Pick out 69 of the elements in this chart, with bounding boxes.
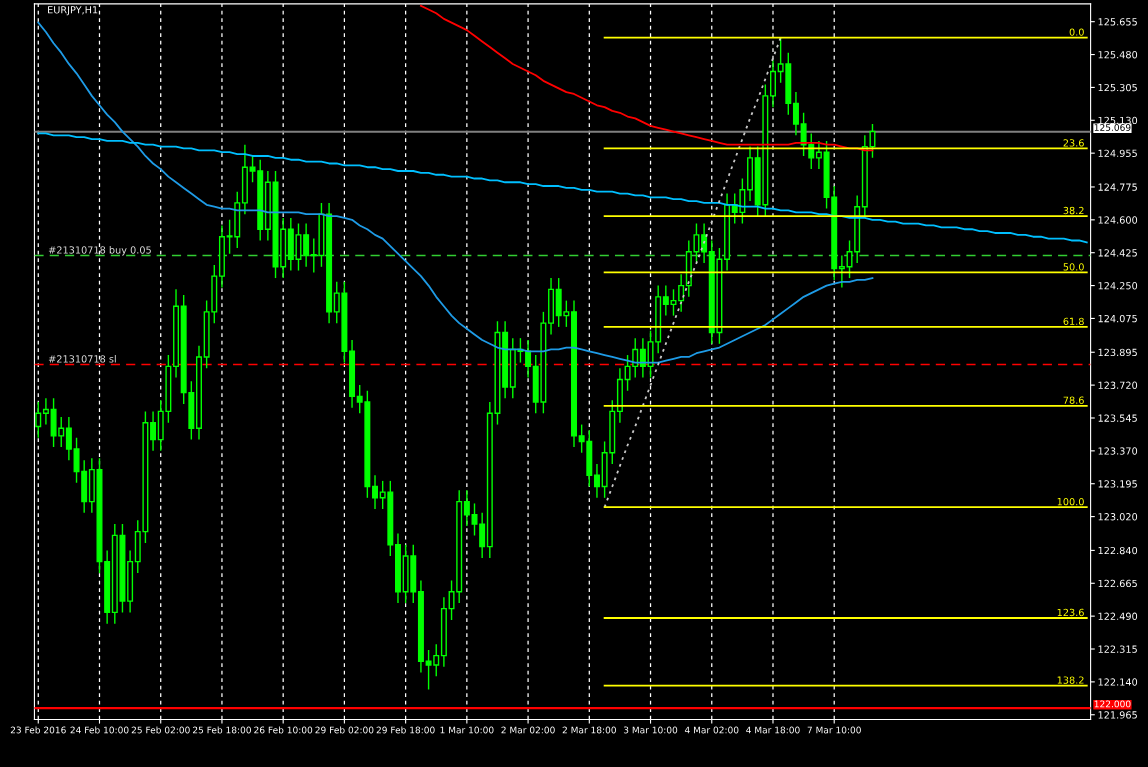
series-label: 0.0	[1069, 28, 1084, 36]
y-tick-label: 125.480	[1098, 51, 1138, 59]
y-tick-label: 124.775	[1098, 183, 1137, 191]
candlestick	[65, 416, 72, 461]
line-series	[603, 36, 782, 509]
line-series	[37, 132, 1088, 244]
x-tick-label: 25 Feb 18:00	[193, 726, 251, 734]
candlestick	[593, 463, 600, 499]
series-label: 38.2	[1063, 206, 1084, 215]
y-tick-label: 122.840	[1098, 546, 1138, 555]
x-tick-label: 25 Feb 02:00	[131, 726, 190, 734]
candlestick	[678, 273, 685, 313]
y-tick-label: 121.965	[1098, 711, 1137, 719]
candlestick	[479, 512, 486, 559]
x-tick-label: 24 Feb 10:00	[70, 726, 129, 734]
y-tick-label: 123.895	[1098, 348, 1137, 357]
series-label: 61.8	[1063, 317, 1084, 326]
y-tick-label: 123.720	[1098, 381, 1138, 389]
y-tick-label: 124.600	[1098, 216, 1138, 224]
series-label: 23.6	[1063, 139, 1084, 147]
y-tick-label: 124.425	[1098, 249, 1137, 257]
x-tick-label: 29 Feb 18:00	[376, 726, 435, 734]
x-tick-label: 3 Mar 10:00	[623, 726, 678, 734]
candlestick	[639, 337, 646, 379]
x-tick-label: 4 Mar 18:00	[746, 726, 800, 734]
series-label: 100.0	[1057, 497, 1084, 506]
ref-line-label: 125.069	[1094, 124, 1131, 131]
y-tick-label: 123.545	[1098, 414, 1137, 422]
x-tick-label: 4 Mar 02:00	[684, 726, 739, 734]
candlestick	[35, 401, 42, 439]
y-tick-label: 122.315	[1098, 645, 1137, 653]
y-tick-label: 123.020	[1098, 513, 1138, 521]
x-tick-label: 26 Feb 10:00	[254, 726, 313, 734]
y-tick-label: 124.075	[1098, 314, 1137, 323]
candlestick	[662, 284, 669, 317]
y-tick-label: 125.655	[1098, 18, 1137, 26]
x-tick-label: 2 Mar 02:00	[501, 726, 555, 734]
series-label: 123.6	[1057, 608, 1084, 617]
candlestick	[463, 489, 470, 527]
ref-line-label: #21310718 sl	[48, 355, 116, 363]
x-tick-label: 2 Mar 18:00	[562, 726, 616, 734]
candlestick	[815, 140, 822, 170]
y-tick-label: 122.140	[1098, 678, 1138, 686]
y-tick-label: 123.195	[1098, 480, 1137, 488]
candlestick	[701, 222, 708, 264]
y-tick-label: 125.305	[1098, 83, 1137, 92]
series-label: 78.6	[1063, 396, 1084, 404]
series-label: 138.2	[1057, 676, 1084, 684]
series-label: 50.0	[1063, 263, 1084, 271]
x-tick-label: 29 Feb 02:00	[315, 726, 374, 734]
candlestick	[838, 254, 845, 289]
candlestick	[372, 474, 379, 510]
y-tick-label: 122.665	[1098, 579, 1137, 588]
x-tick-label: 23 Feb 2016	[10, 726, 66, 734]
x-tick-label: 1 Mar 10:00	[440, 726, 494, 734]
y-tick-label: 125.130	[1098, 116, 1138, 125]
candlestick	[792, 91, 799, 137]
ref-line-label: 122.000	[1094, 700, 1131, 708]
candlestick	[303, 222, 310, 268]
y-tick-label: 122.490	[1098, 612, 1138, 620]
candlestick	[525, 339, 532, 379]
y-tick-label: 124.955	[1098, 149, 1137, 157]
y-tick-label: 123.370	[1098, 447, 1138, 455]
candlestick	[150, 410, 157, 452]
chart-title: EURJPY,H1	[48, 6, 98, 16]
ref-line-label: #21310718 buy 0.05	[48, 246, 151, 256]
x-tick-label: 7 Mar 10:00	[807, 726, 861, 734]
candlestick	[42, 397, 49, 426]
y-tick-label: 124.250	[1098, 282, 1138, 290]
